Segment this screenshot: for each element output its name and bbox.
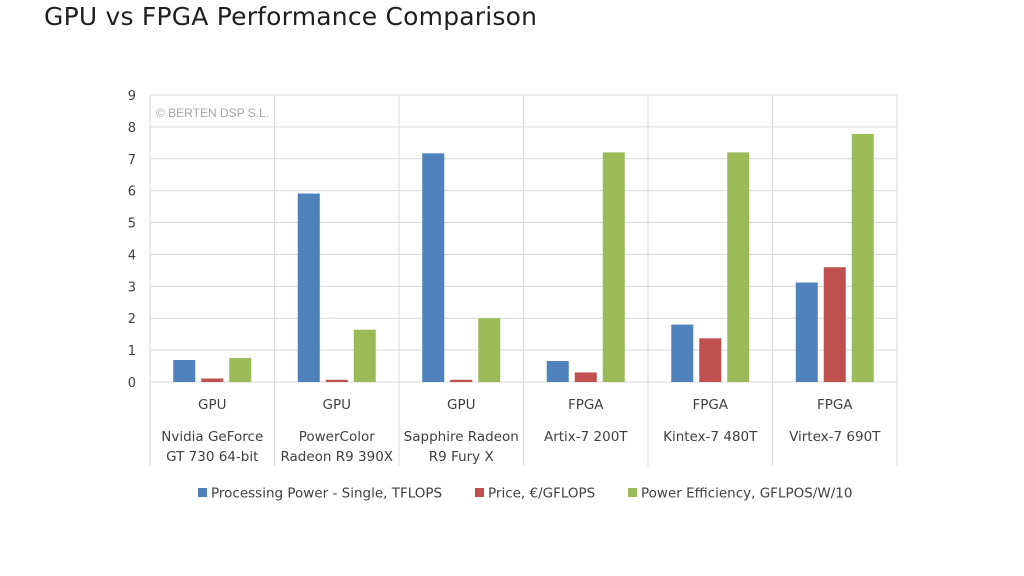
y-axis-ticks: 0 1 2 3 4 5 6 7 8 9 [128, 89, 136, 391]
legend-label: Power Efficiency, GFLPOS/W/10 [641, 486, 852, 502]
category-group-label: FPGA [817, 397, 853, 413]
bar [546, 360, 569, 382]
y-tick-label: 2 [128, 312, 136, 327]
bar [727, 152, 750, 382]
bar [795, 282, 818, 382]
y-tick-label: 7 [128, 153, 136, 168]
category-label: Virtex-7 690T [789, 429, 881, 445]
category-group-label: GPU [198, 397, 226, 413]
y-tick-label: 8 [128, 121, 136, 136]
y-tick-label: 5 [128, 217, 136, 232]
bar [173, 359, 196, 382]
bar [574, 372, 597, 382]
category-label: Kintex-7 480T [663, 429, 758, 445]
legend-label: Processing Power - Single, TFLOPS [211, 486, 442, 502]
category-label: Artix-7 200T [544, 429, 628, 445]
category-group-label: FPGA [692, 397, 728, 413]
slide-title: GPU vs FPGA Performance Comparison [44, 2, 538, 31]
category-label: Nvidia GeForce [161, 429, 263, 445]
watermark-text: © BERTEN DSP S.L. [156, 106, 269, 120]
y-tick-label: 0 [128, 376, 136, 391]
legend-label: Price, €/GFLOPS [488, 486, 595, 502]
category-label: Sapphire Radeon [404, 429, 519, 445]
category-group-label: GPU [447, 397, 475, 413]
category-label: Radeon R9 390X [280, 449, 393, 465]
bar [325, 379, 348, 382]
bar [699, 338, 722, 382]
bar [229, 358, 252, 382]
category-label: GT 730 64-bit [166, 449, 258, 465]
bar [478, 318, 501, 382]
y-tick-label: 3 [128, 280, 136, 295]
legend-swatch [628, 488, 637, 497]
y-tick-label: 6 [128, 185, 136, 200]
category-labels: GPU Nvidia GeForce GT 730 64-bit GPU PowerCo… [161, 397, 881, 465]
y-tick-label: 9 [128, 89, 136, 104]
legend-swatch [198, 488, 207, 497]
category-label: PowerColor [299, 429, 376, 445]
category-group-label: FPGA [568, 397, 604, 413]
bar [422, 153, 445, 382]
y-tick-label: 1 [128, 344, 136, 359]
category-table [149, 95, 898, 466]
bar [602, 152, 625, 382]
y-tick-label: 4 [128, 248, 136, 263]
bar [851, 133, 874, 382]
bar [450, 379, 473, 382]
category-label: R9 Fury X [429, 449, 494, 465]
bar [201, 378, 224, 382]
legend-swatch [475, 488, 484, 497]
bar [823, 267, 846, 382]
bar [671, 324, 694, 382]
bar [297, 193, 320, 382]
category-group-label: GPU [323, 397, 351, 413]
bar [353, 329, 376, 382]
legend: Processing Power - Single, TFLOPS Price, … [198, 486, 852, 502]
bars [173, 133, 874, 382]
